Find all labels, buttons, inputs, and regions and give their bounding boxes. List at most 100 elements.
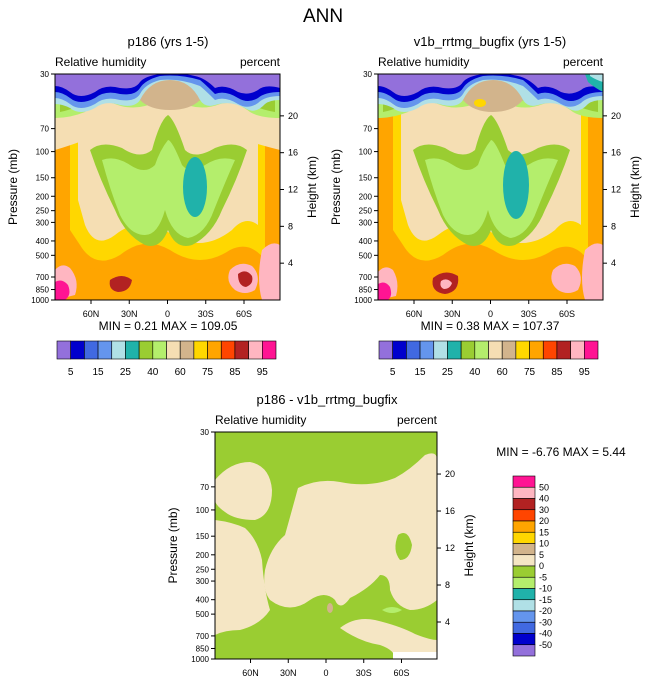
colorbar-swatch [515, 340, 530, 360]
y-tick-label: 250 [196, 565, 210, 574]
y-axis-label: Pressure (mb) [6, 149, 20, 225]
y2-tick-label: 20 [611, 111, 621, 121]
colorbar-swatch [474, 340, 489, 360]
y-tick-label: 300 [196, 577, 210, 586]
colorbar-swatch [460, 340, 476, 360]
colorbar-swatch [248, 340, 263, 360]
y-tick-label: 500 [196, 610, 210, 619]
y-tick-label: 100 [36, 148, 50, 157]
colorbar-swatch [488, 340, 503, 360]
colorbar-swatch [84, 340, 99, 360]
x-tick-label: 0 [323, 668, 328, 678]
panel-c-contours [215, 432, 437, 659]
colorbar-label: -40 [539, 629, 552, 639]
x-tick-label: 30N [121, 309, 138, 319]
y2-tick-label: 16 [445, 506, 455, 516]
colorbar-label: -15 [539, 595, 552, 605]
colorbar-swatch [419, 340, 435, 360]
colorbar-swatch [138, 340, 154, 360]
y2-tick-label: 20 [445, 469, 455, 479]
colorbar-swatch [193, 340, 208, 360]
colorbar-label: 85 [551, 367, 563, 378]
colorbar-label: 0 [539, 561, 544, 571]
y-tick-label: 150 [196, 532, 210, 541]
colorbar-label: 15 [539, 527, 549, 537]
y-tick-label: 70 [200, 483, 209, 492]
y-tick-label: 70 [363, 125, 372, 134]
colorbar-swatch [512, 554, 536, 567]
colorbar-swatch [166, 340, 181, 360]
colorbar-label: 60 [175, 367, 187, 378]
y-tick-label: 500 [36, 251, 50, 260]
panel-b-stats: MIN = 0.38 MAX = 107.37 [421, 319, 560, 333]
colorbar-swatch [512, 486, 536, 499]
colorbar-swatch [378, 340, 393, 360]
colorbar-swatch [584, 340, 599, 360]
colorbar-swatch [512, 644, 536, 657]
x-tick-label: 0 [488, 309, 493, 319]
colorbar-label: 15 [93, 367, 105, 378]
colorbar-swatch [97, 340, 113, 360]
colorbar-swatch [207, 340, 222, 360]
colorbar-label: 60 [497, 367, 509, 378]
colorbar-label: 30 [539, 505, 549, 515]
x-tick-label: 60N [406, 309, 423, 319]
panel-b-left-label: Relative humidity [378, 55, 469, 69]
x-tick-label: 60S [393, 668, 409, 678]
y-tick-label: 30 [40, 70, 49, 79]
y-tick-label: 400 [359, 237, 373, 246]
y-tick-label: 1000 [191, 655, 209, 664]
x-tick-label: 30N [444, 309, 461, 319]
x-tick-label: 30N [280, 668, 297, 678]
y-tick-label: 250 [36, 207, 50, 216]
colorbar-swatch [529, 340, 544, 360]
y-tick-label: 150 [359, 174, 373, 183]
y-tick-label: 100 [359, 148, 373, 157]
y-tick-label: 30 [200, 428, 209, 437]
colorbar-swatch [262, 340, 277, 360]
colorbar-swatch [447, 340, 462, 360]
colorbar-label: 40 [147, 367, 159, 378]
y-tick-label: 300 [359, 218, 373, 227]
colorbar-swatch [512, 588, 536, 601]
colorbar-swatch [179, 340, 195, 360]
colorbar-label: -50 [539, 640, 552, 650]
panel-a-contours [55, 74, 280, 300]
panel-a: p186 (yrs 1-5) Relative humidity percent [6, 34, 319, 378]
colorbar-label: 20 [539, 516, 549, 526]
y-tick-label: 1000 [31, 296, 49, 305]
colorbar-swatch [512, 509, 536, 522]
y-tick-label: 250 [359, 207, 373, 216]
y-tick-label: 70 [40, 125, 49, 134]
colorbar-swatch [406, 340, 421, 360]
panel-c-right-label: percent [397, 413, 438, 427]
colorbar-swatch [512, 599, 536, 612]
panel-c-title: p186 - v1b_rrtmg_bugfix [257, 392, 398, 407]
colorbar-label: 10 [539, 539, 549, 549]
y2-tick-label: 4 [445, 617, 450, 627]
panel-b: v1b_rrtmg_bugfix (yrs 1-5) Relative humi… [329, 34, 642, 378]
y-tick-label: 400 [36, 237, 50, 246]
colorbar-label: -5 [539, 572, 547, 582]
colorbar-swatch [512, 475, 536, 488]
colorbar-label: -10 [539, 584, 552, 594]
x-tick-label: 60N [83, 309, 100, 319]
colorbar-label: 95 [257, 367, 269, 378]
y2-tick-label: 20 [288, 111, 298, 121]
y2-tick-label: 16 [288, 148, 298, 158]
y2-tick-label: 8 [611, 221, 616, 231]
colorbar-label: 75 [202, 367, 214, 378]
colorbar-swatch [433, 340, 448, 360]
y-tick-label: 100 [196, 506, 210, 515]
colorbar-swatch [512, 531, 536, 544]
colorbar-label: 40 [539, 494, 549, 504]
colorbar-swatch [512, 520, 536, 533]
panel-c: p186 - v1b_rrtmg_bugfix Relative humidit… [166, 392, 626, 678]
y2-tick-label: 12 [288, 185, 298, 195]
x-tick-label: 60S [559, 309, 575, 319]
y2-tick-label: 4 [611, 258, 616, 268]
colorbar-label: 40 [469, 367, 481, 378]
